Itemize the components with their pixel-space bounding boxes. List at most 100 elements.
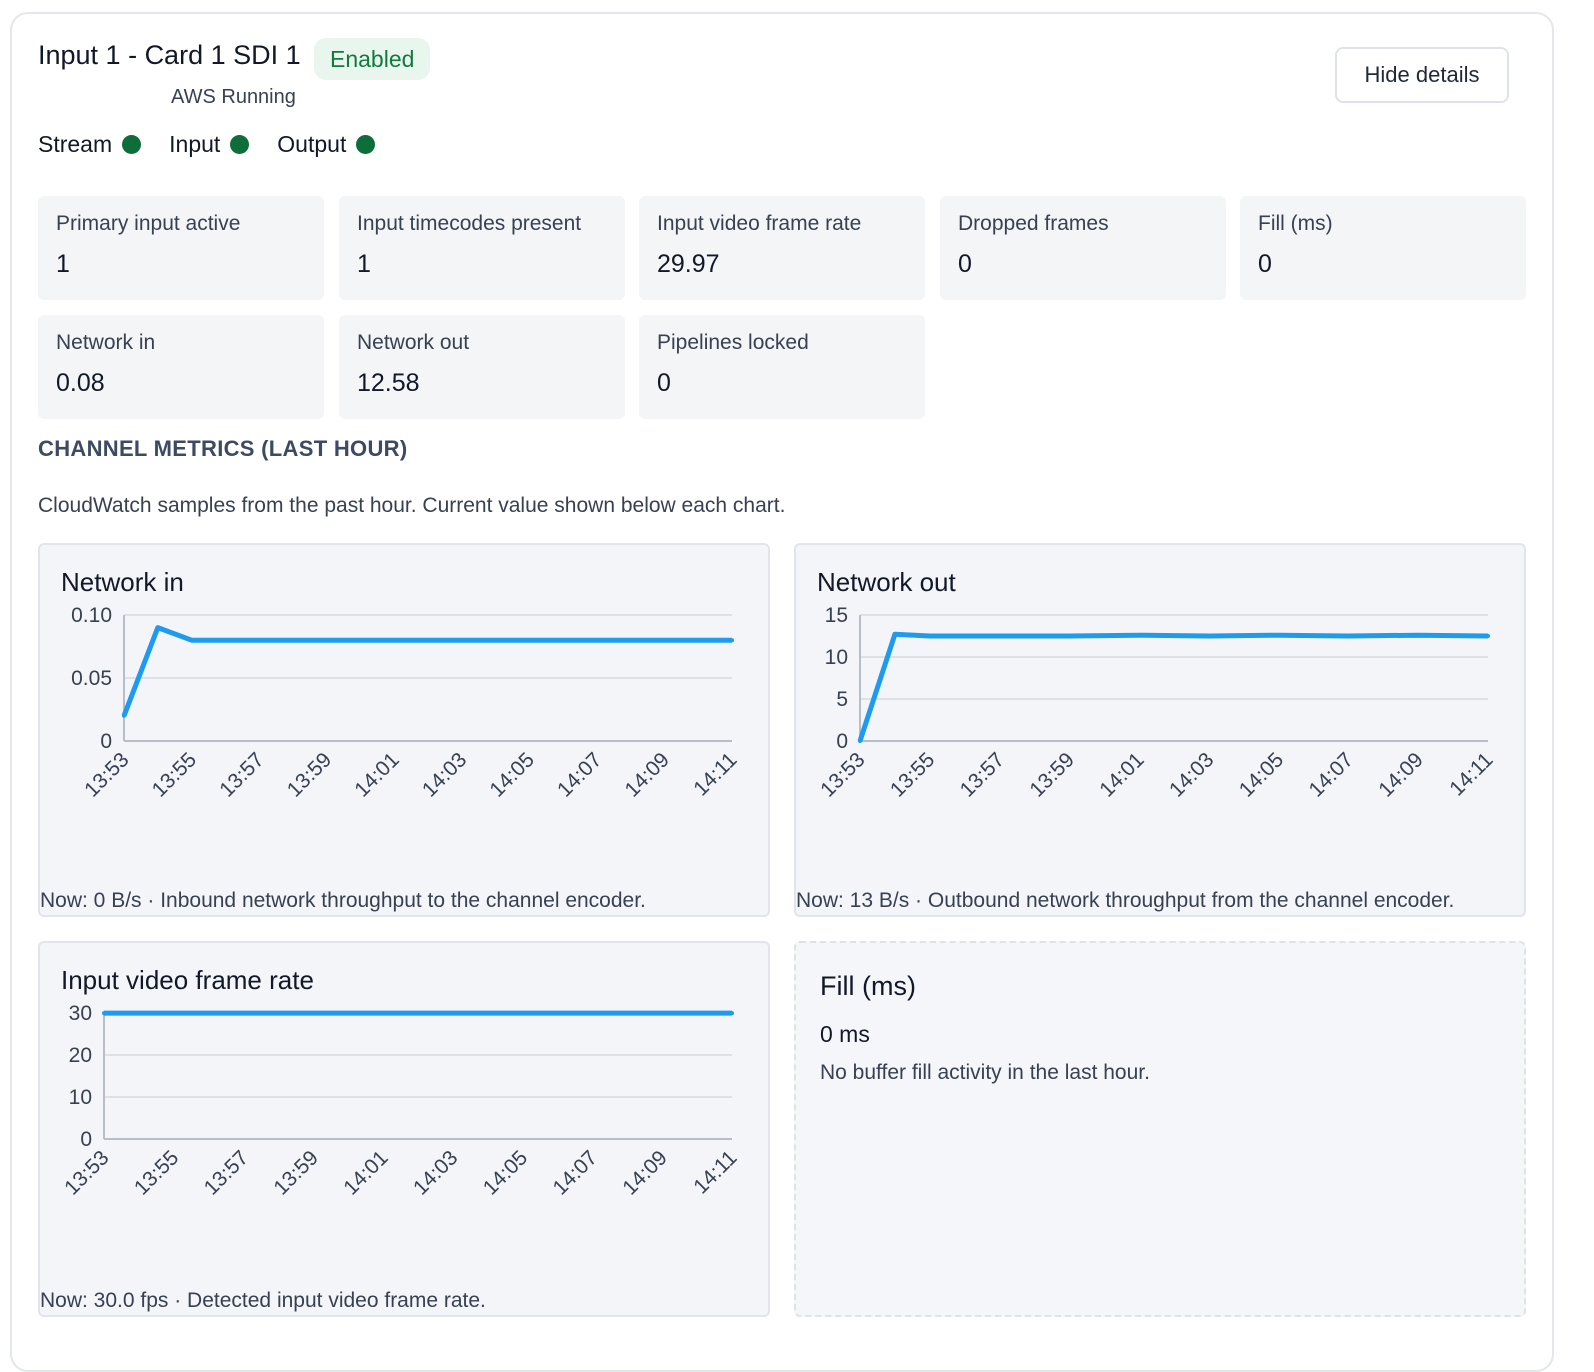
x-tick-label: 13:53 bbox=[80, 748, 133, 801]
status-ok-dot-icon bbox=[230, 135, 250, 154]
x-tick-label: 14:01 bbox=[339, 1146, 392, 1199]
x-tick-label: 14:03 bbox=[1165, 748, 1218, 801]
data-point bbox=[1206, 634, 1211, 638]
y-tick-label: 5 bbox=[836, 688, 848, 711]
metric-value: 0 bbox=[958, 250, 972, 278]
chart-network-out: 0 5 10 15 13:53 13:55 13:57 13:59 14:01 14:03 14:0… bbox=[816, 604, 1497, 802]
status-row: Stream Input Output bbox=[38, 131, 403, 158]
metric-value: 1 bbox=[56, 250, 70, 278]
x-tick-label: 13:57 bbox=[215, 748, 268, 801]
data-point bbox=[1346, 634, 1351, 638]
chart-title: Network out bbox=[817, 567, 956, 597]
x-tick-label: 13:55 bbox=[130, 1146, 183, 1199]
section-description: CloudWatch samples from the past hour. C… bbox=[38, 494, 786, 517]
fill-panel: Fill (ms) 0 ms No buffer fill activity i… bbox=[794, 941, 1526, 1317]
x-tick-label: 14:05 bbox=[1235, 748, 1288, 801]
fill-title: Fill (ms) bbox=[820, 971, 916, 1001]
metric-label: Network out bbox=[357, 331, 470, 354]
metric-label: Pipelines locked bbox=[657, 331, 809, 354]
x-tick-label: 14:03 bbox=[418, 748, 471, 801]
y-tick-label: 10 bbox=[825, 646, 848, 669]
metric-dropped-frames: Dropped frames 0 bbox=[940, 196, 1226, 300]
x-tick-label: 14:09 bbox=[618, 1146, 671, 1199]
y-tick-label: 0 bbox=[836, 730, 848, 753]
status-stream: Stream bbox=[38, 131, 142, 158]
x-tick-label: 13:55 bbox=[148, 748, 201, 801]
metric-network-in: Network in 0.08 bbox=[38, 315, 324, 419]
data-point bbox=[1416, 633, 1421, 638]
chart-network-in: 0 0.05 0.10 13:53 13:55 13:57 13:59 14:01 14:03 1… bbox=[71, 604, 741, 802]
data-point bbox=[892, 632, 897, 637]
metric-label: Input timecodes present bbox=[357, 212, 582, 235]
status-ok-dot-icon bbox=[356, 135, 376, 154]
data-point bbox=[730, 1011, 734, 1016]
metric-value: 0 bbox=[657, 369, 671, 397]
metric-value: 0.08 bbox=[56, 369, 105, 397]
x-tick-label: 14:05 bbox=[485, 748, 538, 801]
series-line bbox=[121, 625, 732, 717]
data-point bbox=[1276, 633, 1281, 638]
hide-details-button[interactable]: Hide details bbox=[1335, 47, 1509, 103]
metric-label: Fill (ms) bbox=[1258, 212, 1333, 235]
data-point bbox=[102, 1011, 106, 1016]
x-tick-label: 13:55 bbox=[886, 748, 939, 801]
channel-state: AWS Running bbox=[171, 86, 296, 108]
metric-pipelines-locked: Pipelines locked 0 bbox=[639, 315, 925, 419]
chart-note: Now: 0 B/s · Inbound network throughput … bbox=[40, 889, 646, 912]
x-tick-label: 14:09 bbox=[621, 748, 674, 801]
status-label: Stream bbox=[38, 131, 113, 157]
metric-label: Network in bbox=[56, 331, 156, 354]
fill-note: No buffer fill activity in the last hour… bbox=[820, 1061, 1150, 1084]
chart-input-video-frame-rate: 0 10 20 30 13:53 13:55 13:57 13:59 14:01 14:03 14:… bbox=[60, 1002, 741, 1200]
section-title: CHANNEL METRICS (LAST HOUR) bbox=[38, 436, 408, 461]
y-tick-label: 10 bbox=[69, 1086, 92, 1109]
x-tick-label: 13:59 bbox=[269, 1146, 322, 1199]
x-tick-label: 13:53 bbox=[816, 748, 869, 801]
x-tick-label: 13:59 bbox=[283, 748, 336, 801]
input-title: Input 1 - Card 1 SDI 1 bbox=[38, 40, 301, 70]
metric-input-timecodes-present: Input timecodes present 1 bbox=[339, 196, 625, 300]
enabled-badge: Enabled bbox=[314, 38, 431, 80]
x-tick-label: 14:07 bbox=[1305, 748, 1358, 801]
metric-label: Dropped frames bbox=[958, 212, 1109, 235]
y-tick-label: 0 bbox=[100, 730, 112, 753]
status-label: Input bbox=[169, 131, 221, 157]
metric-label: Input video frame rate bbox=[657, 212, 862, 235]
chart-title: Network in bbox=[61, 567, 184, 597]
metric-input-video-frame-rate: Input video frame rate 29.97 bbox=[639, 196, 925, 300]
x-tick-label: 13:59 bbox=[1025, 748, 1078, 801]
data-point bbox=[1137, 633, 1142, 638]
metric-value: 1 bbox=[357, 250, 371, 278]
status-label: Output bbox=[277, 131, 347, 157]
metric-value: 0 bbox=[1258, 250, 1272, 278]
data-point bbox=[858, 739, 862, 743]
data-point bbox=[155, 625, 160, 630]
metric-network-out: Network out 12.58 bbox=[339, 315, 625, 419]
fill-value: 0 ms bbox=[820, 1021, 870, 1047]
x-tick-label: 13:57 bbox=[956, 748, 1009, 801]
chart-note: Now: 30.0 fps · Detected input video fra… bbox=[40, 1289, 486, 1312]
x-tick-label: 14:11 bbox=[689, 1146, 741, 1198]
x-tick-label: 14:03 bbox=[409, 1146, 462, 1199]
x-tick-label: 14:11 bbox=[689, 748, 741, 800]
status-input: Input bbox=[169, 131, 250, 158]
data-point bbox=[927, 634, 932, 638]
metric-value: 12.58 bbox=[357, 369, 420, 397]
data-point bbox=[1486, 634, 1490, 638]
y-tick-label: 0 bbox=[80, 1128, 92, 1151]
x-tick-label: 13:57 bbox=[200, 1146, 253, 1199]
metric-label: Primary input active bbox=[56, 212, 241, 235]
data-point bbox=[122, 713, 126, 718]
chart-panel-network-in: 0 0.05 0.10 13:53 13:55 13:57 13:59 14:01 14:03 1… bbox=[38, 543, 770, 917]
x-tick-label: 14:01 bbox=[350, 748, 403, 801]
x-tick-label: 14:07 bbox=[549, 1146, 602, 1199]
y-tick-label: 0.05 bbox=[71, 667, 112, 690]
data-point bbox=[730, 638, 734, 643]
chart-note: Now: 13 B/s · Outbound network throughpu… bbox=[796, 889, 1455, 912]
x-tick-label: 14:11 bbox=[1445, 748, 1497, 800]
metric-primary-input-active: Primary input active 1 bbox=[38, 196, 324, 300]
y-tick-label: 30 bbox=[69, 1002, 92, 1025]
x-tick-label: 14:07 bbox=[553, 748, 606, 801]
y-tick-label: 20 bbox=[69, 1044, 92, 1067]
x-tick-label: 14:05 bbox=[479, 1146, 532, 1199]
